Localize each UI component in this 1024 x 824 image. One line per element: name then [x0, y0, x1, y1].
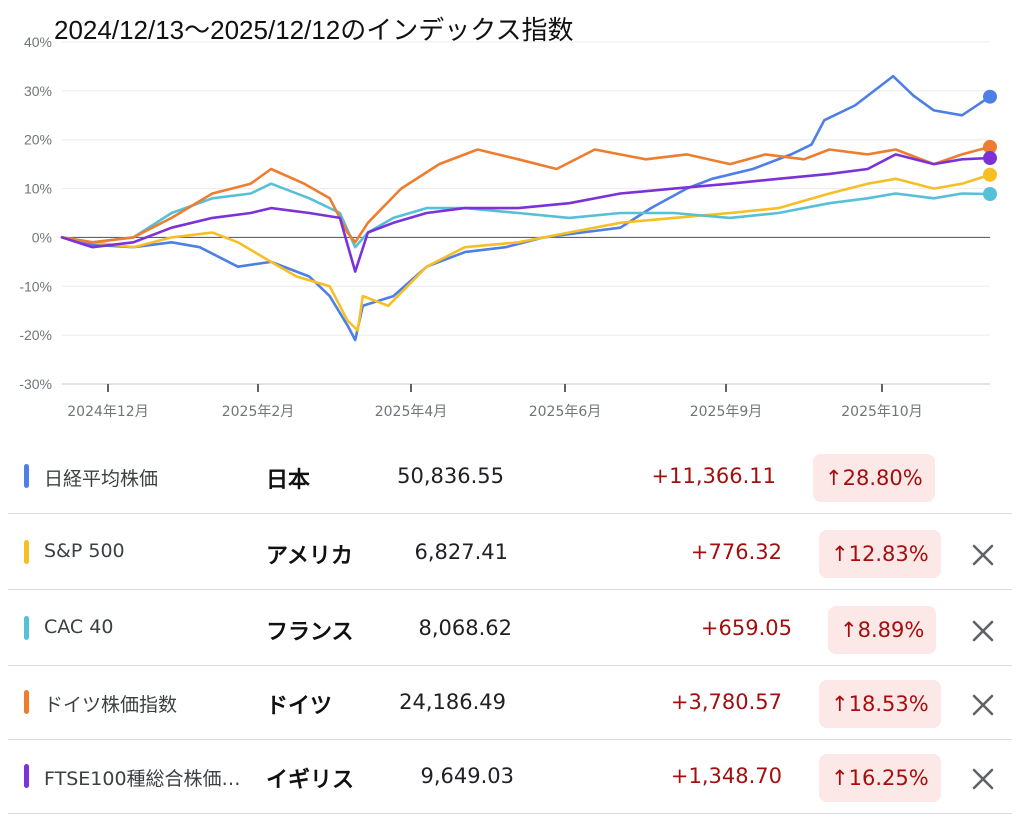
- y-tick-label: 30%: [24, 83, 52, 99]
- y-tick-label: -20%: [19, 327, 52, 343]
- series-line-ftse: [60, 153, 992, 273]
- index-price: 24,186.49: [399, 690, 506, 714]
- remove-icon[interactable]: [970, 542, 996, 568]
- y-tick-label: -10%: [19, 278, 52, 294]
- index-row-sp500[interactable]: S&P 500 アメリカ 6,827.41 +776.32 ↑12.83%: [8, 516, 1012, 590]
- series-end-dot-sp500: [983, 167, 997, 182]
- series-end-dot-cac40: [983, 186, 997, 201]
- x-tick-label: 2025年10月: [841, 404, 922, 420]
- remove-icon[interactable]: [970, 692, 996, 718]
- line-chart: 40% 30% 20% 10% 0% -10% -20% -30% 2024年12月 2025年…: [19, 34, 997, 420]
- index-row-dax[interactable]: ドイツ株価指数 ドイツ 24,186.49 +3,780.57 ↑18.53%: [8, 666, 1012, 740]
- x-tick-label: 2025年4月: [375, 404, 448, 420]
- index-change: +659.05: [700, 616, 792, 640]
- percent-change-badge: ↑12.83%: [819, 530, 941, 578]
- percent-change-badge: ↑18.53%: [819, 680, 941, 728]
- series-color-swatch: [24, 464, 29, 488]
- row-divider: [8, 589, 1012, 590]
- remove-icon[interactable]: [970, 618, 996, 644]
- index-price: 6,827.41: [414, 540, 508, 564]
- series-line-sp500: [60, 173, 992, 332]
- index-price: 8,068.62: [418, 616, 512, 640]
- y-axis: 40% 30% 20% 10% 0% -10% -20% -30%: [19, 34, 52, 392]
- index-change: +3,780.57: [670, 690, 782, 714]
- index-country: フランス: [266, 620, 354, 645]
- row-divider: [8, 665, 1012, 666]
- remove-icon[interactable]: [970, 766, 996, 792]
- index-row-nikkei[interactable]: 日経平均株価 日本 50,836.55 +11,366.11 ↑28.80%: [8, 440, 1012, 514]
- series-color-swatch: [24, 690, 29, 714]
- index-name: S&P 500: [44, 540, 125, 562]
- x-tick-label: 2024年12月: [67, 404, 148, 420]
- percent-change-badge: ↑28.80%: [813, 454, 935, 502]
- row-divider: [8, 813, 1012, 814]
- index-price: 9,649.03: [420, 764, 514, 788]
- index-name: CAC 40: [44, 616, 114, 638]
- index-change: +1,348.70: [670, 764, 782, 788]
- series-line-dax: [60, 145, 992, 244]
- y-tick-label: 40%: [24, 34, 52, 50]
- index-row-ftse[interactable]: FTSE100種総合株価… イギリス 9,649.03 +1,348.70 ↑1…: [8, 740, 1012, 814]
- series-lines: [60, 74, 992, 342]
- y-tick-label: -30%: [19, 376, 52, 392]
- y-tick-label: 10%: [24, 181, 52, 197]
- index-name: FTSE100種総合株価…: [44, 768, 241, 790]
- series-color-swatch: [24, 540, 29, 564]
- y-tick-label: 0%: [32, 229, 52, 245]
- y-tick-label: 20%: [24, 132, 52, 148]
- percent-change-badge: ↑8.89%: [828, 606, 937, 654]
- x-tick-label: 2025年6月: [529, 404, 602, 420]
- series-color-swatch: [24, 764, 29, 788]
- index-name: ドイツ株価指数: [44, 694, 178, 716]
- x-tick-label: 2025年9月: [690, 404, 763, 420]
- row-divider: [8, 739, 1012, 740]
- index-country: 日本: [266, 468, 311, 493]
- index-country: アメリカ: [266, 544, 353, 569]
- series-end-dots: [983, 89, 997, 201]
- index-change: +776.32: [690, 540, 782, 564]
- x-tick-label: 2025年2月: [222, 404, 295, 420]
- row-divider: [8, 513, 1012, 514]
- index-country: ドイツ: [266, 694, 333, 719]
- index-change: +11,366.11: [651, 464, 776, 488]
- percent-change-badge: ↑16.25%: [819, 754, 941, 802]
- index-name: 日経平均株価: [44, 468, 159, 490]
- series-color-swatch: [24, 616, 29, 640]
- x-axis: 2024年12月 2025年2月 2025年4月 2025年6月 2025年9月 2025…: [62, 383, 990, 420]
- index-price: 50,836.55: [397, 464, 504, 488]
- index-country: イギリス: [266, 768, 355, 793]
- index-row-cac40[interactable]: CAC 40 フランス 8,068.62 +659.05 ↑8.89%: [8, 592, 1012, 666]
- series-end-dot-dax: [983, 139, 997, 154]
- series-end-dot-ftse: [983, 151, 997, 166]
- series-end-dot-nikkei: [983, 89, 997, 104]
- chart-title: 2024/12/13〜2025/12/12のインデックス指数: [54, 15, 574, 45]
- series-line-cac40: [60, 182, 992, 249]
